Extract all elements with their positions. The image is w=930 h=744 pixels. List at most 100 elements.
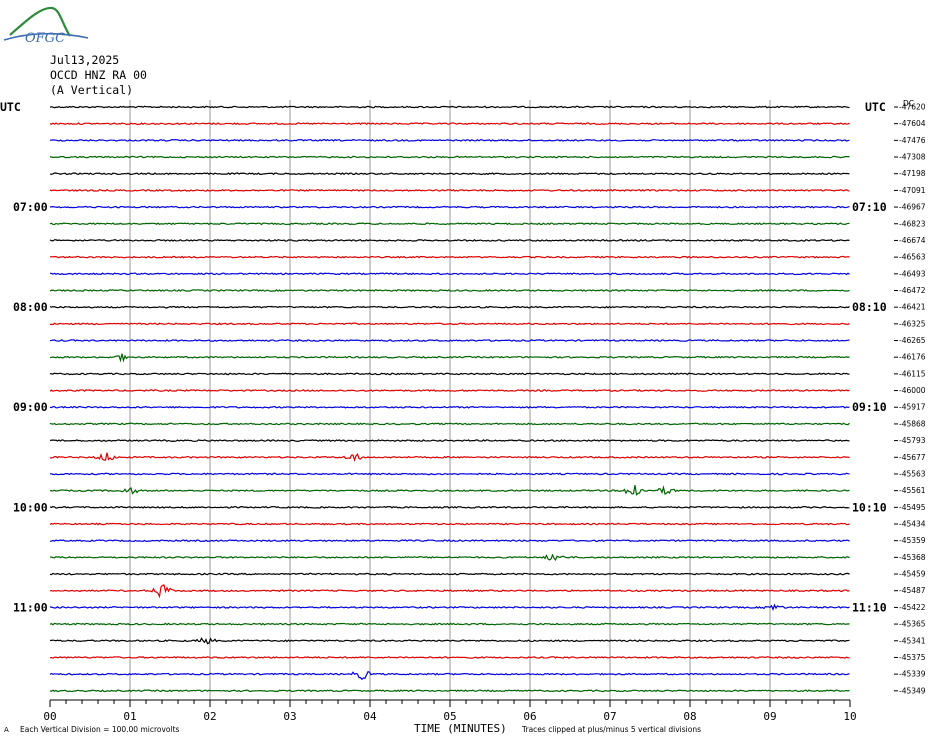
dc-offset-label: -46472 [899,286,926,295]
left-hour-label: 08:00 [13,300,48,314]
date-label: Jul13,2025 [50,53,120,67]
seismic-trace [49,522,850,526]
seismic-trace [49,485,850,496]
left-hour-label: 07:00 [13,200,48,214]
traces [49,105,850,693]
seismic-trace [49,539,850,543]
right-hour-label: 08:10 [852,300,887,314]
dc-offset-label: -45563 [899,469,926,478]
component-label: (A Vertical) [50,83,134,97]
dc-offset-label: -45422 [899,603,926,612]
x-tick-label: 09 [763,710,776,723]
dc-offset-label: -45375 [899,653,926,662]
seismic-trace [49,188,850,192]
seismic-trace [49,603,850,612]
seismic-trace [49,553,850,562]
dc-offset-label: -45793 [899,436,926,445]
dc-offset-label: -45917 [899,403,926,412]
seismic-trace [49,372,850,376]
right-hour-label: 09:10 [852,400,887,414]
left-hour-label: 11:00 [13,600,48,614]
dc-offset-label: -45359 [899,536,926,545]
seismic-trace [49,322,850,326]
dc-offset-label: -45677 [899,453,926,462]
seismic-trace [49,622,850,626]
left-hour-label: 10:00 [13,500,48,514]
station-label: OCCD HNZ RA 00 [50,68,147,82]
dc-offset-label: -45349 [899,686,926,695]
dc-offset-label: -45487 [899,586,926,595]
dc-unit-label: DC [903,99,914,108]
dc-offset-label: -47091 [899,186,926,195]
seismic-trace [49,655,850,659]
x-axis-title: TIME (MINUTES) [414,722,507,735]
seismic-trace [49,155,850,159]
dc-offset-label: -45341 [899,636,926,645]
dc-offset-label: -46421 [899,303,926,312]
seismic-trace [49,353,850,363]
dc-offset-label: -45365 [899,620,926,629]
chart-labels: 00 01 02 03 04 05 06 07 08 09 10 -47620 -47604 -47476… [0,99,926,723]
seismic-trace [49,138,850,142]
dc-offset-label: -45495 [899,503,926,512]
x-tick-label: 05 [443,710,456,723]
dc-offset-label: -47604 [899,119,926,128]
seismic-trace [49,238,850,242]
dc-offset-label: -46325 [899,319,926,328]
seismic-trace [49,452,850,462]
chart-grid [49,100,851,707]
dc-offset-label: -45339 [899,670,926,679]
dc-offset-label: -47620 [899,103,926,112]
dc-offset-label: -46563 [899,253,926,262]
left-hour-label: 09:00 [13,400,48,414]
seismic-trace [49,472,850,476]
seismic-trace [49,405,850,409]
seismic-trace [49,339,850,343]
x-tick-label: 10 [843,710,856,723]
scale-note: Each Vertical Division = 100.00 microvol… [20,725,180,734]
seismic-trace [49,439,850,443]
seismic-trace [49,422,850,426]
dc-offset-label: -46493 [899,269,926,278]
seismic-trace [49,584,850,599]
seismic-trace [49,122,850,126]
dc-offset-label: -45434 [899,520,926,529]
x-tick-label: 02 [203,710,216,723]
dc-offset-label: -45561 [899,486,926,495]
dc-offset-label: -46823 [899,219,926,228]
dc-offset-label: -46265 [899,336,926,345]
seismic-trace [49,505,850,509]
dc-offset-label: -46000 [899,386,926,395]
dc-offset-label: -47308 [899,153,926,162]
seismic-trace [49,289,850,292]
right-hour-label: 10:10 [852,500,887,514]
clip-note: Traces clipped at plus/minus 5 vertical … [521,725,701,734]
seismic-trace [49,670,850,681]
seismic-trace [49,255,850,259]
x-tick-label: 07 [603,710,616,723]
dc-offset-label: -46115 [899,369,926,378]
x-tick-label: 00 [43,710,56,723]
seismic-trace [49,205,850,209]
seismic-trace [49,172,850,176]
dc-offset-label: -45459 [899,570,926,579]
seismic-trace [49,105,850,109]
seismic-trace [49,689,850,693]
x-tick-label: 03 [283,710,296,723]
x-tick-label: 06 [523,710,536,723]
seismic-trace [49,272,850,276]
logo-text: OFGC [25,31,65,46]
dc-offset-label: -46176 [899,353,926,362]
ofgc-logo: OFGC [3,6,89,46]
dc-offset-label: -46967 [899,203,926,212]
dc-offset-label: -45868 [899,419,926,428]
dc-offset-label: -46674 [899,236,926,245]
x-tick-label: 08 [683,710,696,723]
seismic-trace [49,637,850,645]
right-utc-label: UTC [865,100,886,114]
seismic-trace [49,389,850,392]
right-hour-label: 11:10 [852,600,887,614]
right-hour-label: 07:10 [852,200,887,214]
seismic-trace [49,572,850,576]
